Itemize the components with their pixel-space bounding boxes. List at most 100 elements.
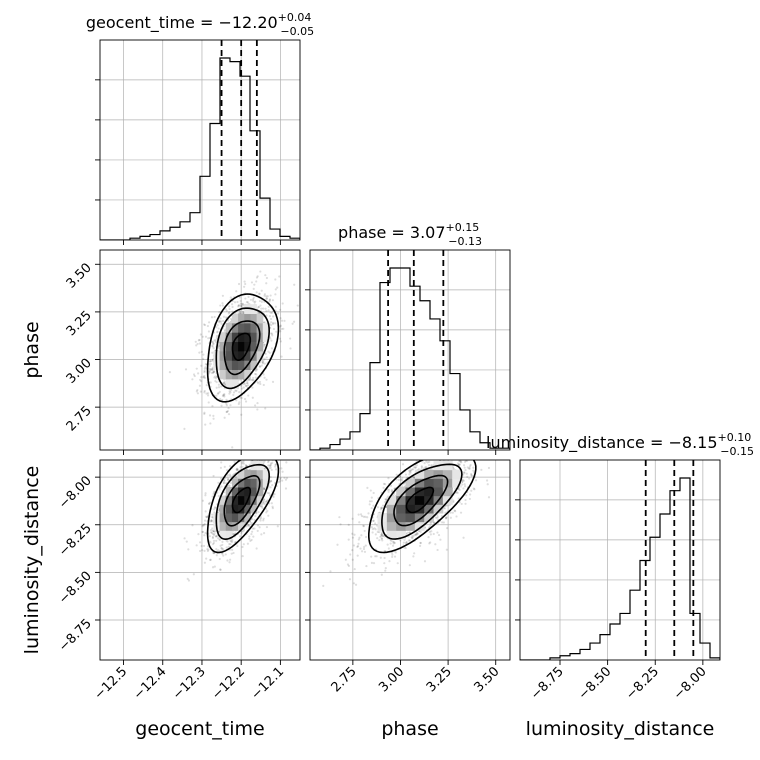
scatter-point	[415, 533, 419, 536]
density-cell	[225, 530, 233, 540]
scatter-point	[232, 551, 235, 555]
scatter-point	[470, 472, 473, 476]
scatter-point	[452, 456, 454, 458]
density-cell	[386, 513, 397, 523]
contours	[206, 460, 280, 554]
scatter-point	[225, 402, 228, 405]
scatter-point	[220, 322, 223, 325]
scatter-point	[384, 483, 387, 486]
scatter-point	[213, 339, 216, 342]
density-cell	[405, 495, 416, 505]
scatter-point	[210, 316, 214, 319]
density-cell	[231, 521, 239, 531]
scatter-point	[214, 377, 217, 380]
scatter-point	[220, 385, 223, 388]
scatter-point	[208, 414, 212, 417]
scatter-point	[213, 532, 216, 535]
scatter-point	[211, 345, 214, 348]
scatter-point	[258, 299, 262, 303]
density-cell	[424, 487, 435, 497]
scatter-point	[209, 422, 212, 425]
scatter-point	[217, 344, 220, 347]
scatter-point	[225, 410, 228, 414]
scatter-point	[204, 510, 207, 513]
hist-title: geocent_time = −12.20+0.04 −0.05	[86, 11, 314, 38]
scatter-point	[223, 465, 226, 468]
scatter-point	[225, 398, 228, 401]
scatter-point	[229, 391, 232, 394]
scatter-point	[256, 408, 259, 411]
scatter-point	[266, 458, 268, 460]
scatter-point	[207, 337, 210, 340]
scatter-point	[207, 401, 210, 404]
scatter-point	[430, 464, 433, 467]
scatter-point	[260, 451, 262, 453]
scatter-point	[460, 446, 462, 448]
scatter-point	[374, 555, 377, 558]
scatter-point	[267, 437, 269, 439]
scatter-point	[387, 547, 390, 550]
scatter-point	[275, 445, 277, 447]
scatter-point	[475, 435, 477, 437]
scatter-point	[430, 452, 432, 454]
scatter-point	[201, 530, 204, 534]
scatter-point	[436, 515, 439, 519]
scatter-point	[246, 523, 250, 526]
scatter-point	[269, 317, 273, 321]
density-cell	[250, 504, 258, 514]
scatter-point	[251, 442, 253, 444]
density-cell	[405, 513, 416, 523]
scatter-point	[363, 550, 367, 553]
scatter-point	[245, 384, 248, 387]
scatter-point	[207, 502, 211, 505]
scatter-point	[234, 389, 237, 392]
scatter-point	[455, 491, 458, 494]
scatter-point	[256, 275, 259, 278]
scatter-point	[198, 541, 202, 544]
scatter-point	[263, 460, 266, 463]
scatter-point	[240, 530, 243, 533]
scatter-point	[364, 544, 367, 547]
scatter-point	[464, 498, 467, 502]
scatter-point	[373, 527, 376, 530]
scatter-point	[196, 388, 199, 392]
scatter-point	[419, 541, 422, 545]
scatter-point	[212, 492, 215, 496]
scatter-point	[263, 447, 265, 449]
contour-line	[368, 460, 477, 554]
scatter-point	[274, 468, 278, 471]
scatter-point	[269, 244, 271, 246]
scatter-point	[246, 384, 250, 387]
scatter-point	[272, 495, 275, 498]
scatter-point	[227, 478, 230, 481]
density-cell	[414, 495, 425, 505]
scatter-point	[222, 482, 225, 485]
scatter-point	[459, 511, 463, 514]
x-tick-label: −12.3	[170, 664, 209, 703]
scatter-point	[256, 451, 258, 453]
scatter-point	[229, 558, 232, 561]
scatter-point	[459, 444, 461, 446]
scatter-point	[221, 543, 224, 546]
scatter-point	[214, 339, 217, 342]
scatter-point	[467, 451, 469, 453]
scatter-point	[445, 516, 448, 519]
scatter-point	[232, 533, 235, 536]
scatter-point	[216, 537, 220, 540]
scatter-point	[262, 500, 266, 503]
density-cell	[238, 369, 245, 380]
scatter-point	[344, 558, 347, 561]
scatter-point	[198, 351, 201, 354]
scatter-point	[272, 327, 275, 331]
scatter-point	[469, 435, 471, 437]
scatter-point	[229, 321, 232, 324]
scatter-point	[366, 516, 369, 519]
scatter-point	[255, 280, 258, 283]
scatter-point	[473, 435, 475, 437]
scatter-point	[250, 455, 252, 457]
scatter-point	[459, 460, 462, 463]
scatter-point	[253, 301, 256, 304]
scatter-point	[211, 351, 214, 354]
panel-border	[519, 459, 721, 661]
scatter-point	[409, 469, 412, 472]
